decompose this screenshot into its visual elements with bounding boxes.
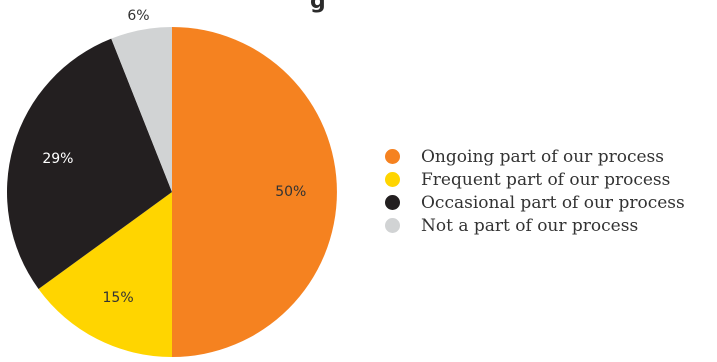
- legend: Ongoing part of our process Frequent part…: [385, 145, 685, 237]
- legend-swatch-frequent-part-of-our-process: [385, 172, 400, 187]
- pie-slice-frequent-part-of-our-process: [38, 192, 173, 357]
- legend-item-frequent-part-of-our-process: Frequent part of our process: [385, 168, 685, 191]
- legend-item-ongoing-part-of-our-process: Ongoing part of our process: [385, 145, 685, 168]
- pie-slice-label-not-a-part-of-our-process: 6%: [127, 8, 149, 24]
- pie-slice-label-occasional-part-of-our-process: 29%: [42, 151, 73, 167]
- pie-slice-occasional-part-of-our-process: [7, 38, 173, 289]
- pie-slice-labels: 50% 15% 29% 6%: [42, 8, 306, 306]
- legend-swatch-occasional-part-of-our-process: [385, 195, 400, 210]
- legend-label-not-a-part-of-our-process: Not a part of our process: [421, 215, 639, 236]
- legend-swatch-ongoing-part-of-our-process: [385, 149, 400, 164]
- legend-item-not-a-part-of-our-process: Not a part of our process: [385, 214, 685, 237]
- legend-label-occasional-part-of-our-process: Occasional part of our process: [421, 192, 685, 213]
- pie-slice-label-frequent-part-of-our-process: 15%: [103, 290, 134, 306]
- legend-swatch-not-a-part-of-our-process: [385, 218, 400, 233]
- chart-title-fragment: g: [310, 0, 326, 14]
- pie-slice-ongoing-part-of-our-process: [172, 27, 337, 357]
- pie-slice-not-a-part-of-our-process: [111, 27, 172, 192]
- pie-slices: [7, 27, 337, 357]
- legend-label-frequent-part-of-our-process: Frequent part of our process: [421, 169, 671, 190]
- legend-item-occasional-part-of-our-process: Occasional part of our process: [385, 191, 685, 214]
- pie-slice-label-ongoing-part-of-our-process: 50%: [275, 184, 306, 200]
- legend-label-ongoing-part-of-our-process: Ongoing part of our process: [421, 146, 664, 167]
